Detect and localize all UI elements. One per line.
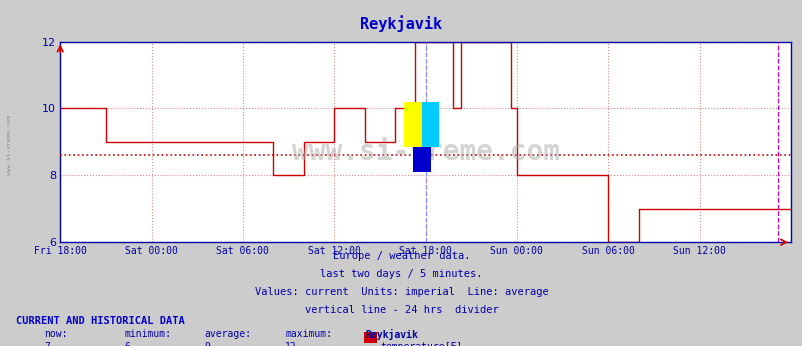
Text: 12: 12 — [285, 342, 297, 346]
Text: now:: now: — [44, 329, 67, 339]
Text: last two days / 5 minutes.: last two days / 5 minutes. — [320, 269, 482, 279]
Text: Europe / weather data.: Europe / weather data. — [332, 251, 470, 261]
Text: www.si-vreme.com: www.si-vreme.com — [7, 115, 12, 175]
Text: average:: average: — [205, 329, 252, 339]
Text: 7: 7 — [44, 342, 50, 346]
Text: vertical line - 24 hrs  divider: vertical line - 24 hrs divider — [304, 305, 498, 315]
Text: CURRENT AND HISTORICAL DATA: CURRENT AND HISTORICAL DATA — [16, 316, 184, 326]
Text: Values: current  Units: imperial  Line: average: Values: current Units: imperial Line: av… — [254, 287, 548, 297]
Text: temperature[F]: temperature[F] — [380, 342, 462, 346]
Text: maximum:: maximum: — [285, 329, 332, 339]
Text: www.si-vreme.com: www.si-vreme.com — [291, 138, 559, 166]
Text: Reykjavik: Reykjavik — [360, 16, 442, 33]
Text: 6: 6 — [124, 342, 130, 346]
Text: Reykjavik: Reykjavik — [365, 329, 418, 340]
Text: 9: 9 — [205, 342, 210, 346]
Text: minimum:: minimum: — [124, 329, 172, 339]
